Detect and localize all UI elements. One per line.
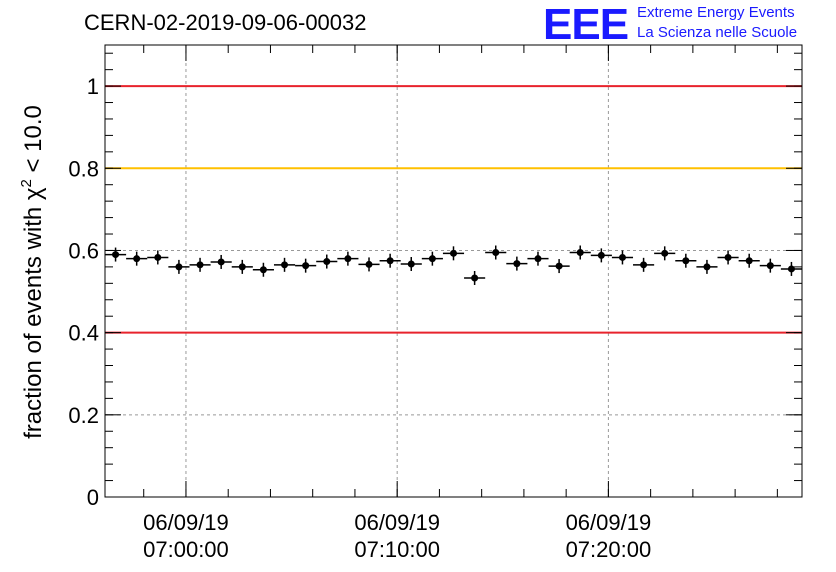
y-axis-label: fraction of events with χ2 < 10.0 [18,105,47,439]
data-point [682,257,690,265]
logo-subtitle-2: La Scienza nelle Scuole [637,24,798,41]
data-point [259,266,267,274]
data-point [618,253,626,261]
y-axis-label-superscript: 2 [18,179,35,187]
y-axis-label-suffix: < 10.0 [20,105,47,179]
data-point [471,274,479,282]
data-point [661,249,669,257]
data-point [238,263,246,271]
y-tick-label: 0 [87,485,99,510]
y-tick-label: 0.4 [68,321,99,346]
data-point [745,257,753,265]
data-point [196,261,204,269]
x-tick-date-label: 06/09/19 [566,510,652,535]
data-point [787,265,795,273]
y-tick-label: 0.8 [68,156,99,181]
y-axis-label-main: fraction of events with χ [20,187,47,439]
data-point [112,251,120,259]
plot-frame [104,44,803,498]
x-tick-date-label: 06/09/19 [354,510,440,535]
data-point [428,255,436,263]
data-point [302,262,310,270]
data-point [133,255,141,263]
x-tick-date-label: 06/09/19 [143,510,229,535]
data-point [217,258,225,266]
data-point [281,261,289,269]
data-point [766,262,774,270]
data-point [344,255,352,263]
data-point [576,249,584,257]
data-point [365,260,373,268]
data-point [154,253,162,261]
chart-title: CERN-02-2019-09-06-00032 [84,10,367,35]
data-point [513,260,521,268]
y-tick-label: 0.2 [68,403,99,428]
y-tick-label: 1 [87,74,99,99]
x-tick-time-label: 07:20:00 [566,537,652,562]
data-point [555,262,563,270]
data-points [105,245,802,285]
data-point [534,255,542,263]
grid [105,45,802,498]
data-point [386,257,394,265]
data-point [175,263,183,271]
reference-lines [105,85,802,334]
data-point [640,261,648,269]
data-point [597,251,605,259]
data-point [407,260,415,268]
axes: 00.20.40.60.8106/09/1907:00:0006/09/1907… [68,45,802,562]
data-point [323,258,331,266]
x-tick-time-label: 07:10:00 [354,537,440,562]
data-point [450,249,457,257]
data-point [703,263,711,271]
eee-logo: EEE [543,0,629,49]
data-point [492,249,500,257]
logo-subtitle-1: Extreme Energy Events [637,4,795,21]
x-tick-time-label: 07:00:00 [143,537,229,562]
data-point [724,253,732,261]
y-tick-label: 0.6 [68,238,99,263]
